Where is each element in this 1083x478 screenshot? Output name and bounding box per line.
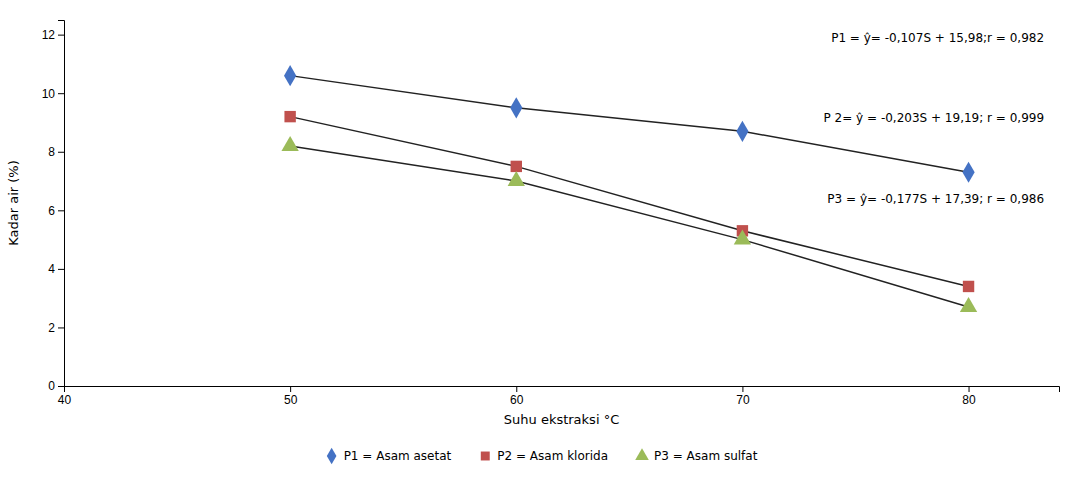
tick: 10 bbox=[42, 87, 64, 101]
tick-label: 10 bbox=[42, 87, 56, 101]
tick-label: 6 bbox=[48, 204, 55, 218]
point-marker bbox=[284, 111, 295, 122]
tick-mark bbox=[516, 386, 517, 392]
tick: 6 bbox=[48, 204, 64, 218]
y-axis-line bbox=[58, 21, 65, 387]
tick-mark bbox=[58, 152, 64, 153]
tick-label: 8 bbox=[48, 145, 55, 159]
tick: 2 bbox=[48, 321, 64, 335]
tick-mark bbox=[742, 386, 743, 392]
annotation: P3 = ŷ= -0,177S + 17,39; r = 0,986 bbox=[827, 192, 1044, 206]
tick-label: 40 bbox=[58, 393, 72, 407]
tick-mark bbox=[58, 269, 64, 270]
tick: 50 bbox=[284, 386, 298, 407]
tick: 40 bbox=[58, 386, 72, 407]
x-axis: 40 50 60 70 80 bbox=[58, 386, 1060, 407]
tick: 12 bbox=[42, 28, 64, 42]
legend-label: P3 = Asam sulfat bbox=[654, 449, 758, 463]
legend-label: P2 = Asam klorida bbox=[497, 449, 608, 463]
tick-mark bbox=[58, 93, 64, 94]
point-marker bbox=[508, 171, 525, 186]
legend-marker bbox=[327, 448, 337, 465]
tick-mark bbox=[58, 210, 64, 211]
chart: 40 50 60 70 80 0 2 4 6 8 10 12 P1 = ŷ= -0,107S + 15,… bbox=[0, 0, 1083, 478]
marks bbox=[281, 65, 977, 312]
tick-label: 60 bbox=[510, 393, 524, 407]
plot-area: 40 50 60 70 80 0 2 4 6 8 10 12 P1 = ŷ= -0,107S + 15,… bbox=[42, 21, 1060, 407]
tick-label: 12 bbox=[42, 28, 56, 42]
legend-item: P3 = Asam sulfat bbox=[635, 448, 757, 463]
tick: 4 bbox=[48, 262, 64, 276]
tick-label: 80 bbox=[962, 393, 976, 407]
tick: 0 bbox=[48, 379, 64, 393]
x-axis-title: Suhu ekstraksi °C bbox=[504, 412, 619, 427]
tick: 80 bbox=[962, 386, 976, 407]
tick-mark bbox=[290, 386, 291, 392]
tick-label: 70 bbox=[736, 393, 750, 407]
point-marker bbox=[960, 297, 977, 312]
point-marker bbox=[734, 230, 751, 245]
point-marker bbox=[281, 136, 298, 151]
tick-mark bbox=[58, 386, 64, 387]
tick-mark bbox=[969, 386, 970, 392]
tick: 8 bbox=[48, 145, 64, 159]
x-axis-line bbox=[65, 387, 1060, 393]
annotation: P1 = ŷ= -0,107S + 15,98;r = 0,982 bbox=[831, 31, 1044, 45]
legend: P1 = Asam asetat P2 = Asam klorida P3 = As… bbox=[327, 448, 758, 465]
y-axis: 0 2 4 6 8 10 12 bbox=[42, 21, 65, 394]
legend-marker bbox=[481, 452, 490, 461]
point-marker bbox=[511, 161, 522, 172]
point-marker bbox=[510, 97, 522, 118]
tick-label: 50 bbox=[284, 393, 298, 407]
point-marker bbox=[963, 281, 974, 292]
point-marker bbox=[962, 162, 974, 183]
legend-marker bbox=[635, 448, 649, 460]
tick-label: 2 bbox=[48, 321, 55, 335]
annotation: P 2= ŷ = -0,203S + 19,19; r = 0,999 bbox=[824, 111, 1045, 125]
tick-label: 0 bbox=[48, 379, 55, 393]
legend-item: P2 = Asam klorida bbox=[481, 449, 608, 463]
tick-label: 4 bbox=[48, 262, 55, 276]
tick-mark bbox=[58, 327, 64, 328]
series-line bbox=[290, 146, 968, 307]
legend-item: P1 = Asam asetat bbox=[327, 448, 452, 465]
tick-mark bbox=[58, 35, 64, 36]
legend-label: P1 = Asam asetat bbox=[344, 449, 452, 463]
y-axis-title: Kadar air (%) bbox=[6, 160, 21, 246]
point-marker bbox=[284, 65, 296, 86]
point-marker bbox=[736, 121, 748, 142]
tick: 70 bbox=[736, 386, 750, 407]
tick: 60 bbox=[510, 386, 524, 407]
